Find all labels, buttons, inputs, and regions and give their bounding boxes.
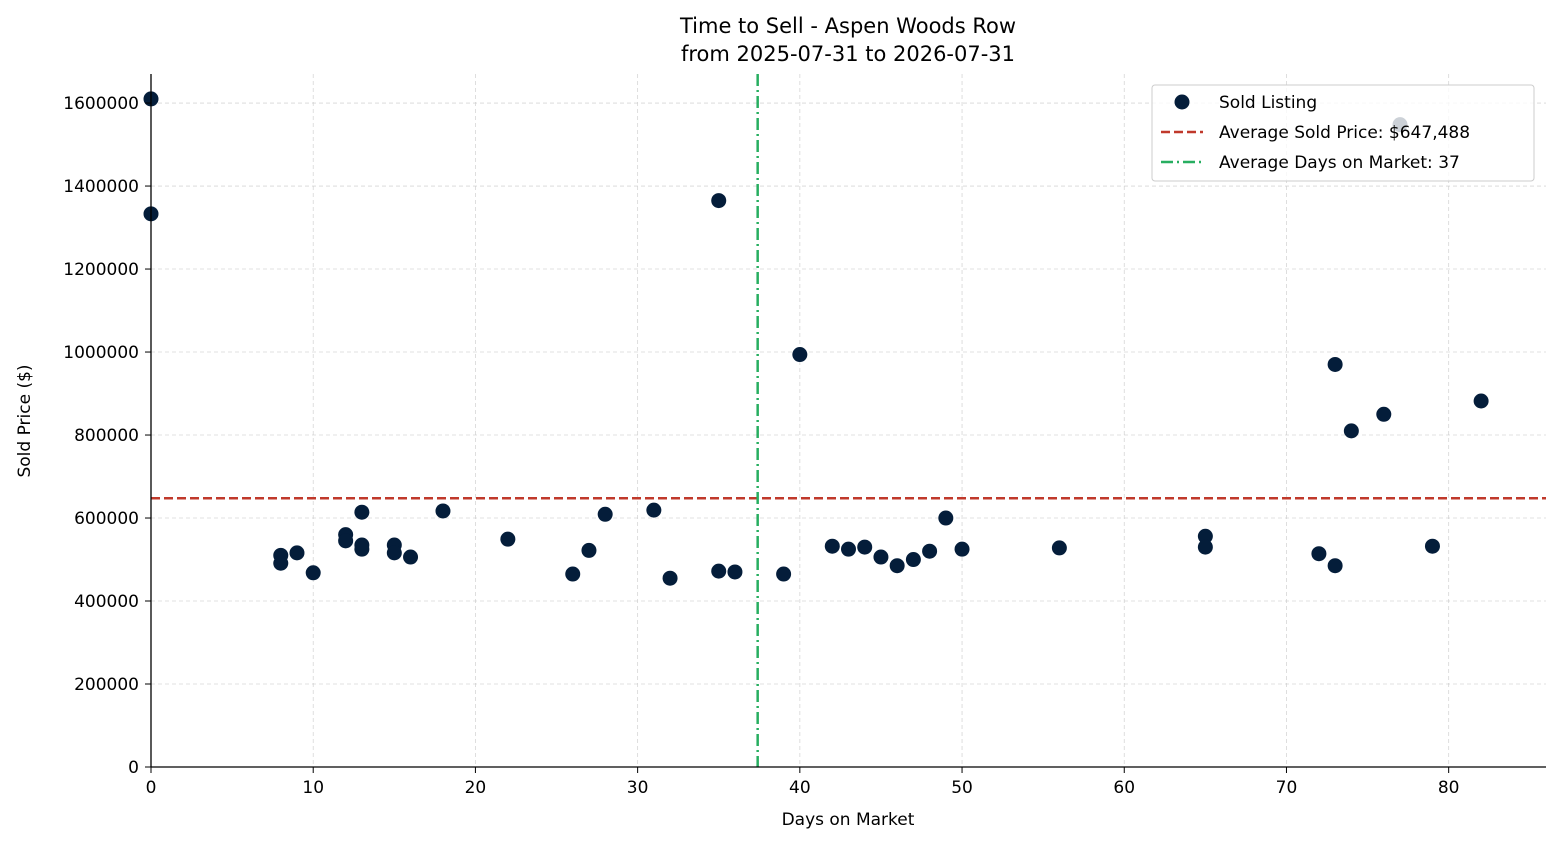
y-tick-label: 1400000 [63, 177, 139, 197]
data-point [273, 555, 289, 571]
y-tick-label: 1000000 [63, 343, 139, 363]
data-point [727, 564, 743, 580]
data-point [646, 502, 662, 518]
data-point [776, 566, 792, 582]
legend-label-sold-listing: Sold Listing [1219, 93, 1317, 113]
y-tick-label: 1600000 [63, 94, 139, 114]
data-point [305, 565, 321, 581]
data-point [354, 504, 370, 520]
data-point [711, 563, 727, 579]
chart-subtitle: from 2025-07-31 to 2026-07-31 [681, 42, 1015, 66]
data-point [824, 538, 840, 554]
data-point [1311, 546, 1327, 562]
data-point [1197, 528, 1213, 544]
data-point [1197, 539, 1213, 555]
y-tick-label: 800000 [74, 426, 139, 446]
reference-lines [151, 74, 1546, 767]
x-tick-label: 10 [302, 778, 324, 798]
data-point [597, 506, 613, 522]
data-point [435, 503, 451, 519]
data-point [354, 541, 370, 557]
data-point [1343, 423, 1359, 439]
data-point [1327, 558, 1343, 574]
x-tick-label: 70 [1276, 778, 1298, 798]
data-point [938, 510, 954, 526]
data-point [1051, 540, 1067, 556]
data-point [954, 541, 970, 557]
data-point [711, 193, 727, 209]
data-point [386, 545, 402, 561]
data-points [143, 91, 1489, 586]
data-point [1327, 356, 1343, 372]
y-tick-label: 1200000 [63, 260, 139, 280]
data-point [792, 347, 808, 363]
x-tick-label: 30 [627, 778, 649, 798]
x-tick-label: 80 [1438, 778, 1460, 798]
data-point [857, 539, 873, 555]
data-point [338, 533, 354, 549]
x-axis-label: Days on Market [782, 810, 915, 830]
x-tick-label: 50 [951, 778, 973, 798]
tick-labels: 0 10 20 30 40 50 60 70 80 0 200000 400000 600000 8000… [63, 94, 1459, 798]
y-tick-label: 400000 [74, 592, 139, 612]
data-point [581, 542, 597, 558]
data-point [500, 531, 516, 547]
x-tick-label: 20 [465, 778, 487, 798]
data-point [873, 549, 889, 565]
y-tick-label: 0 [128, 758, 139, 778]
data-point [1376, 406, 1392, 422]
data-point [565, 566, 581, 582]
legend-label-avg-days: Average Days on Market: 37 [1219, 153, 1460, 173]
y-tick-label: 600000 [74, 509, 139, 529]
x-tick-label: 0 [146, 778, 157, 798]
x-tick-label: 60 [1113, 778, 1135, 798]
data-point [905, 552, 921, 568]
data-point [289, 545, 305, 561]
data-point [1424, 538, 1440, 554]
legend-box [1151, 84, 1535, 182]
legend-marker-sold-listing [1174, 94, 1190, 110]
chart-title: Time to Sell - Aspen Woods Row [679, 14, 1016, 38]
legend: Sold Listing Average Sold Price: $647,48… [1151, 84, 1535, 182]
data-point [889, 558, 905, 574]
data-point [922, 543, 938, 559]
data-point [1473, 393, 1489, 409]
y-axis-label: Sold Price ($) [15, 364, 35, 477]
data-point [841, 541, 856, 557]
axes [145, 74, 1546, 773]
data-point [403, 549, 419, 565]
data-point [662, 570, 678, 586]
legend-label-avg-price: Average Sold Price: $647,488 [1219, 123, 1470, 143]
y-tick-label: 200000 [74, 675, 139, 695]
x-tick-label: 40 [789, 778, 811, 798]
